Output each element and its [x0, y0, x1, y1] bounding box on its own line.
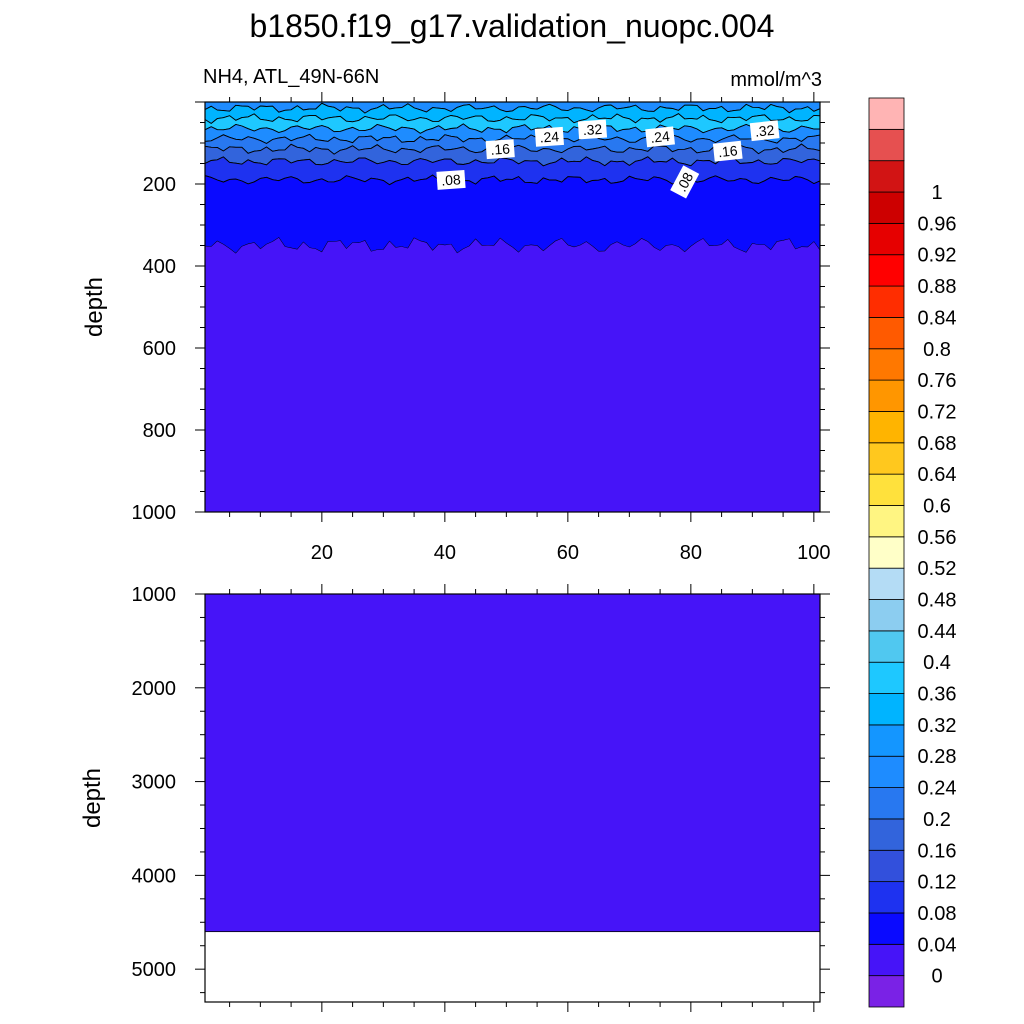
colorbar-box	[868, 254, 905, 287]
colorbar-label: 0.88	[918, 276, 957, 298]
colorbar-label: 0.56	[918, 527, 957, 549]
colorbar-box	[868, 473, 905, 506]
colorbar-box	[868, 567, 905, 600]
y-tick-label: 800	[143, 420, 176, 442]
colorbar-label: 0.48	[918, 590, 957, 612]
contour-label: .08	[670, 165, 700, 199]
colorbar-label: 0.2	[923, 809, 951, 831]
colorbar-box	[868, 630, 905, 663]
y-tick-label: 5000	[132, 959, 177, 981]
colorbar-box	[868, 536, 905, 569]
y-tick-label: 1000	[132, 502, 177, 524]
contour-fill	[204, 593, 821, 933]
colorbar-box	[868, 912, 905, 945]
colorbar-label: 0.44	[918, 621, 957, 643]
colorbar-label: 0.4	[923, 652, 951, 674]
contour-label: .32	[577, 119, 608, 140]
colorbar-label: 1	[931, 182, 942, 204]
colorbar-label: 0.96	[918, 213, 957, 235]
colorbar-box	[868, 787, 905, 820]
x-tick-label: 20	[311, 542, 333, 564]
colorbar-label: 0.52	[918, 558, 957, 580]
contour-label: .16	[485, 139, 515, 160]
svg-text:.32: .32	[754, 122, 775, 140]
colorbar-box	[868, 379, 905, 412]
colorbar-label: 0.36	[918, 684, 957, 706]
svg-text:.08: .08	[441, 171, 462, 188]
colorbar-box	[868, 755, 905, 788]
colorbar-box	[868, 411, 905, 444]
contour-bands	[205, 102, 820, 512]
colorbar-box	[868, 191, 905, 224]
colorbar-label: 0.16	[918, 840, 957, 862]
colorbar: 0 0.04 0.08 0.12 0.16 0.2 0.24 0.28 0.32 0.36 0.4 0…	[868, 97, 957, 1008]
colorbar-box	[868, 160, 905, 193]
colorbar-label: 0.12	[918, 872, 957, 894]
colorbar-box	[868, 348, 905, 381]
colorbar-box	[868, 849, 905, 883]
upper-panel: 20 40 60 80 100 200 400 600 800 1000 depth .32 .32 .2…	[81, 92, 831, 564]
colorbar-label: 0.76	[918, 370, 957, 392]
subtitle-left: NH4, ATL_49N-66N	[203, 66, 379, 88]
y-tick-label: 200	[143, 174, 176, 196]
colorbar-box	[868, 881, 905, 914]
svg-text:.32: .32	[582, 121, 603, 138]
colorbar-box	[868, 818, 905, 851]
colorbar-box	[868, 693, 905, 726]
x-tick-label: 80	[680, 542, 702, 564]
contour-band	[205, 237, 820, 512]
colorbar-label: 0.84	[918, 307, 957, 329]
colorbar-box	[868, 317, 905, 350]
x-tick-label: 60	[557, 542, 579, 564]
svg-text:.16: .16	[717, 142, 738, 160]
y-tick-label: 1000	[132, 584, 177, 606]
colorbar-label: 0.32	[918, 715, 957, 737]
contour-label: .08	[436, 169, 466, 190]
contour-label: .24	[534, 126, 564, 147]
colorbar-box	[868, 97, 905, 130]
colorbar-box	[868, 943, 905, 977]
lower-plot-frame	[204, 593, 821, 1003]
colorbar-box	[868, 599, 905, 632]
contour-label: .16	[712, 140, 743, 162]
colorbar-box	[868, 724, 905, 757]
colorbar-box	[868, 128, 905, 162]
y-tick-label: 3000	[132, 772, 177, 794]
colorbar-box	[868, 661, 905, 694]
colorbar-label: 0.08	[918, 903, 957, 925]
colorbar-label: 0	[931, 966, 942, 988]
contour-label: .32	[749, 120, 780, 142]
y-tick-label: 400	[143, 256, 176, 278]
contour-label: .24	[645, 126, 675, 148]
subtitle-right: mmol/m^3	[730, 69, 822, 91]
lower-panel: 1000 2000 3000 4000 5000 depth	[79, 584, 830, 1012]
y-tick-label: 600	[143, 338, 176, 360]
chart-title: b1850.f19_g17.validation_nuopc.004	[250, 8, 775, 44]
svg-text:.16: .16	[490, 140, 511, 157]
colorbar-label: 0.92	[918, 245, 957, 267]
svg-text:.24: .24	[650, 128, 671, 146]
colorbar-box	[868, 222, 905, 256]
colorbar-label: 0.8	[923, 339, 951, 361]
colorbar-box	[868, 975, 905, 1008]
colorbar-label: 0.6	[923, 495, 951, 517]
colorbar-label: 0.68	[918, 433, 957, 455]
lower-y-axis-label: depth	[79, 768, 106, 828]
y-tick-label: 4000	[132, 865, 177, 887]
upper-y-axis-label: depth	[81, 277, 108, 337]
colorbar-label: 0.72	[918, 401, 957, 423]
colorbar-box	[868, 285, 905, 318]
colorbar-label: 0.04	[918, 934, 957, 956]
colorbar-label: 0.24	[918, 778, 957, 800]
svg-text:.24: .24	[539, 128, 560, 145]
x-tick-label: 100	[797, 542, 830, 564]
colorbar-box	[868, 505, 905, 538]
x-tick-label: 40	[434, 542, 456, 564]
y-tick-label: 2000	[132, 678, 177, 700]
colorbar-box	[868, 442, 905, 475]
colorbar-label: 0.28	[918, 746, 957, 768]
colorbar-label: 0.64	[918, 464, 957, 486]
